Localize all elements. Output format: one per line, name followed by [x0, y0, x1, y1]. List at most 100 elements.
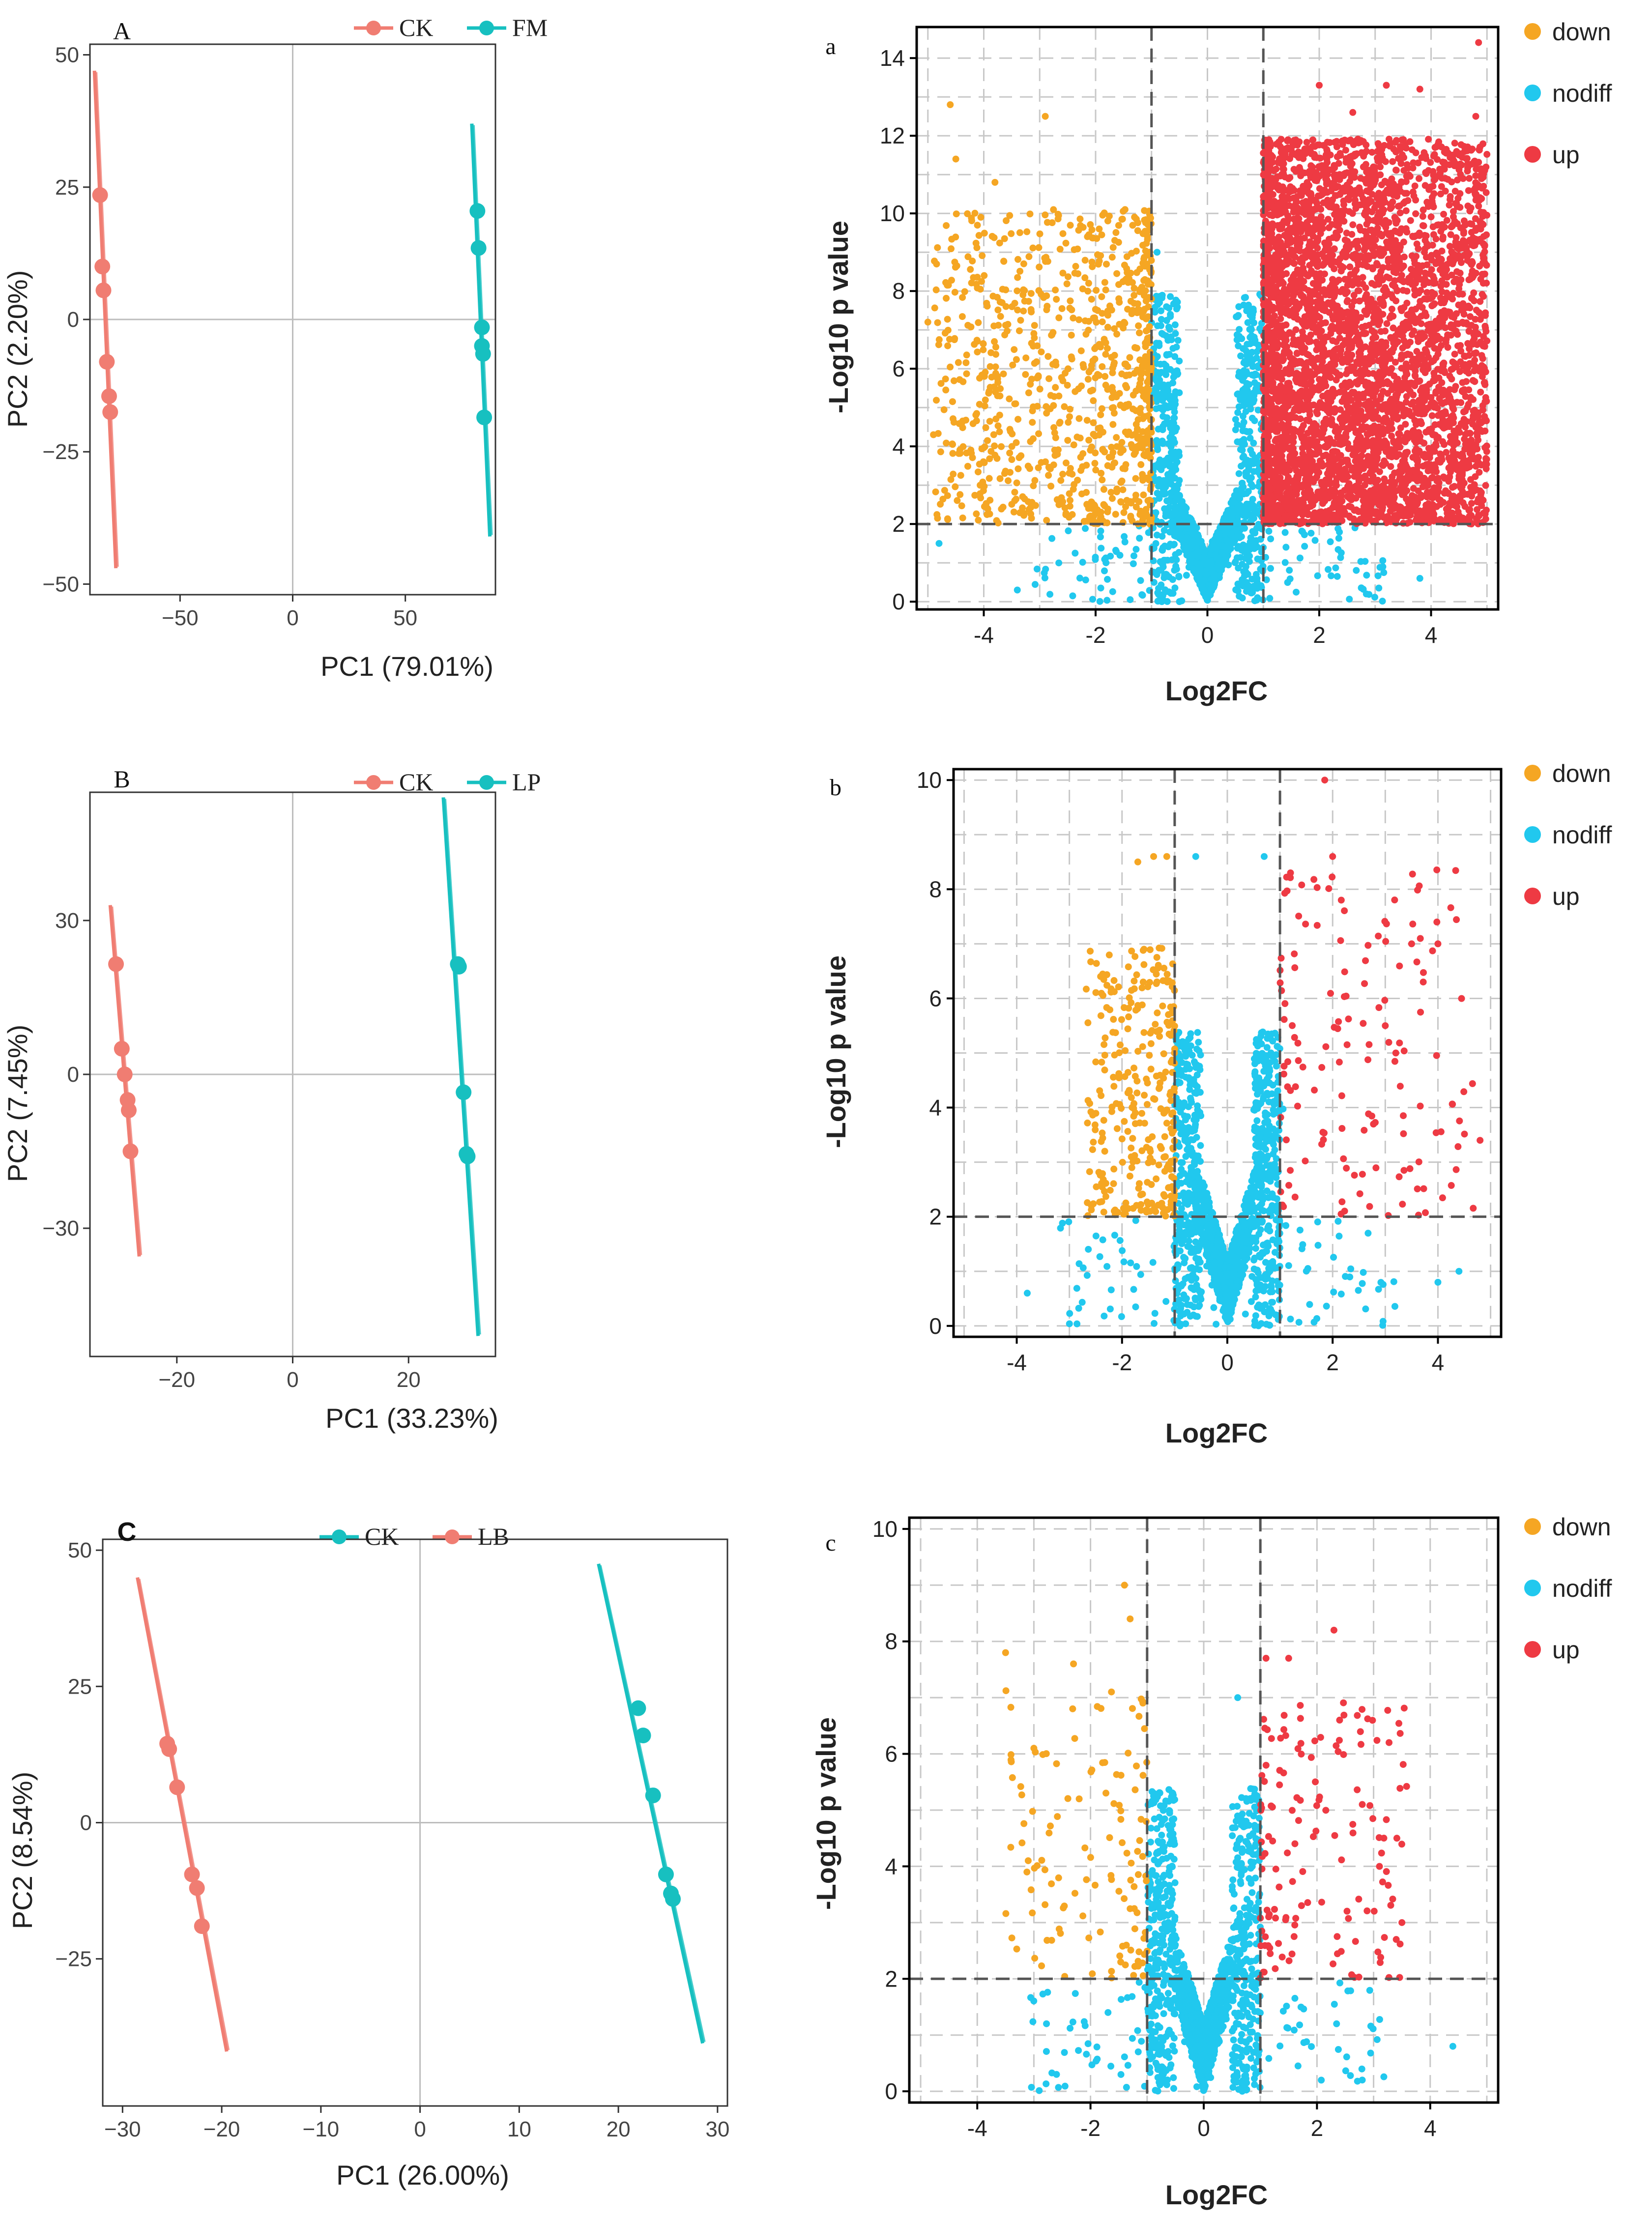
y-tick-label: 30: [55, 909, 79, 933]
volcano-point: [1427, 159, 1434, 166]
volcano-point: [981, 272, 988, 279]
volcano-point: [994, 373, 1001, 380]
volcano-point: [1130, 300, 1138, 307]
volcano-point: [1229, 496, 1236, 504]
volcano-point: [1083, 417, 1091, 424]
volcano-point: [1076, 215, 1084, 223]
volcano-point: [1123, 384, 1130, 391]
volcano-point: [1101, 279, 1108, 286]
volcano-point: [1127, 498, 1134, 505]
volcano-point: [1240, 368, 1247, 375]
volcano-point: [1102, 286, 1109, 293]
volcano-point: [1135, 306, 1143, 314]
volcano-point: [1327, 538, 1334, 546]
volcano-point: [979, 252, 986, 259]
sample-point-ck: [658, 1866, 674, 1882]
y-tick-label: 25: [55, 175, 79, 200]
volcano-point: [957, 472, 964, 479]
volcano-point: [1135, 329, 1143, 337]
volcano-point: [977, 214, 985, 221]
volcano-point: [1064, 273, 1072, 281]
y-tick-label: −25: [55, 1947, 92, 1971]
sample-point-lb: [161, 1741, 177, 1757]
volcano-point: [1038, 348, 1045, 355]
volcano-point: [1241, 358, 1248, 366]
volcano-point: [1124, 269, 1131, 276]
volcano-point: [1250, 582, 1257, 590]
volcano-point: [934, 515, 941, 522]
volcano-point: [1168, 402, 1175, 409]
volcano-point: [1169, 524, 1176, 531]
volcano-point: [1104, 323, 1111, 331]
volcano-point: [1379, 598, 1386, 605]
volcano-point: [1085, 436, 1093, 444]
volcano-point: [934, 244, 941, 251]
panel-label: C: [117, 1517, 137, 1547]
volcano-point: [1120, 509, 1128, 516]
volcano-point: [956, 491, 964, 498]
volcano-point: [1440, 210, 1448, 218]
volcano-point: [1009, 361, 1016, 369]
volcano-point: [979, 478, 986, 486]
volcano-point: [1014, 256, 1022, 263]
volcano-point: [1051, 429, 1058, 436]
group-line-ck: [92, 70, 118, 569]
sample-point-ck: [94, 259, 111, 275]
volcano-point: [1079, 285, 1086, 292]
volcano-point: [1238, 462, 1245, 470]
volcano-point: [996, 411, 1003, 419]
sample-point-lp: [456, 1084, 472, 1100]
volcano-point: [1089, 263, 1096, 270]
volcano-point: [1091, 432, 1099, 440]
volcano-point: [1131, 213, 1138, 221]
volcano-point: [1466, 220, 1474, 228]
x-tick-label: 10: [507, 2117, 531, 2141]
volcano-point: [975, 517, 982, 524]
volcano-point: [1068, 331, 1075, 339]
volcano-point: [974, 468, 982, 476]
volcano-point: [1078, 490, 1085, 497]
group-line-ck: [597, 1563, 704, 2044]
volcano-point: [1170, 541, 1177, 548]
volcano-point: [1047, 392, 1054, 399]
volcano-point: [994, 422, 1002, 430]
volcano-point: [1133, 366, 1141, 374]
volcano-point: [963, 370, 970, 377]
volcano-points: [924, 39, 1491, 605]
volcano-point: [1024, 498, 1032, 505]
volcano-point: [1456, 255, 1464, 262]
volcano-point: [1207, 558, 1215, 565]
volcano-point: [1061, 403, 1068, 410]
volcano-point: [1214, 564, 1221, 571]
volcano-point: [1147, 364, 1154, 372]
volcano-point: [944, 492, 951, 499]
volcano-point: [1143, 240, 1150, 247]
volcano-point: [948, 245, 955, 253]
volcano-point: [1241, 572, 1248, 579]
volcano-point: [1363, 572, 1370, 579]
volcano-point: [1286, 567, 1293, 574]
volcano-point: [980, 487, 987, 494]
volcano-point: [1064, 436, 1072, 444]
volcano-point: [955, 359, 962, 366]
volcano-point: [1108, 495, 1116, 502]
volcano-point: [1389, 158, 1396, 165]
volcano-point: [1179, 501, 1186, 508]
volcano-point: [1251, 454, 1259, 461]
volcano-point: [1006, 426, 1014, 433]
volcano-point: [1013, 439, 1020, 446]
volcano-point: [1253, 354, 1260, 362]
volcano-point: [1235, 470, 1243, 477]
volcano-point: [1345, 503, 1353, 510]
volcano-point: [1132, 475, 1139, 482]
volcano-point: [1089, 386, 1096, 394]
volcano-point: [1265, 527, 1273, 535]
volcano-point: [980, 346, 987, 353]
volcano-point: [959, 514, 966, 521]
volcano-point: [1095, 260, 1102, 268]
volcano-point: [981, 503, 988, 510]
volcano-point: [1394, 390, 1401, 398]
volcano-point: [1464, 340, 1472, 347]
volcano-point: [1266, 595, 1274, 602]
volcano-point: [1062, 510, 1070, 517]
